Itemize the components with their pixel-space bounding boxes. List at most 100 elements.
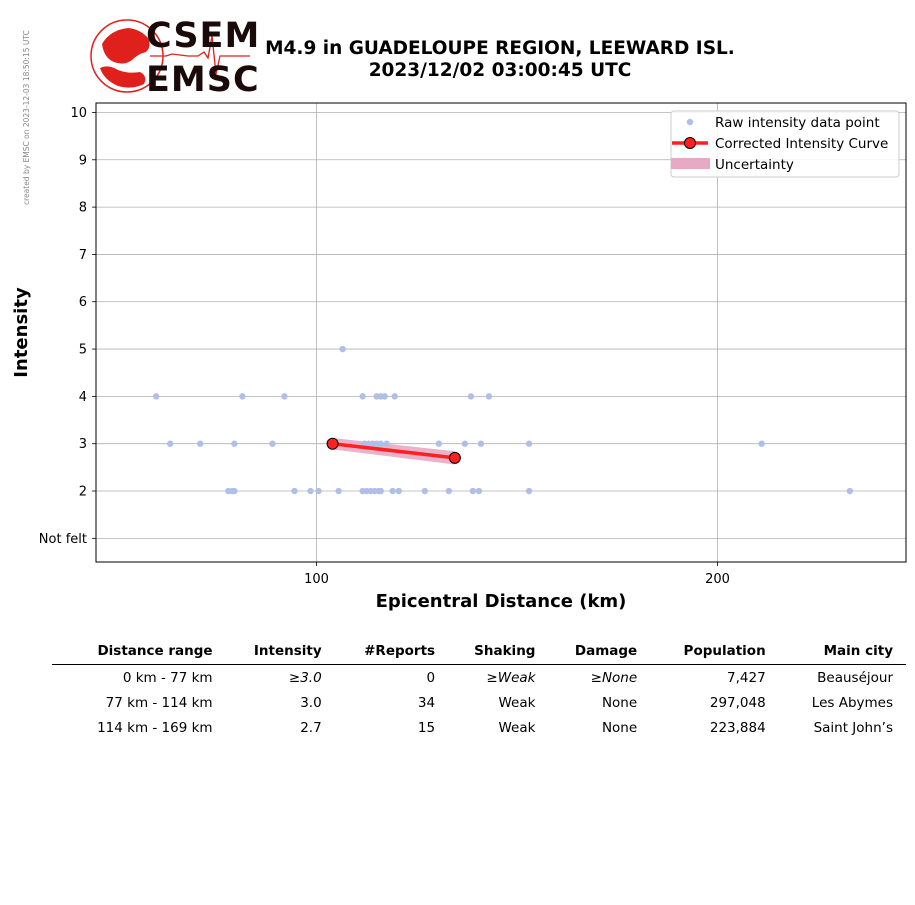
- raw-data-point: [475, 487, 483, 495]
- raw-data-point: [359, 393, 366, 400]
- raw-data-point: [291, 487, 298, 495]
- table-cell: ≥Weak: [486, 669, 536, 686]
- legend: Raw intensity data point Corrected Intens…: [670, 110, 900, 178]
- raw-data-point: [231, 440, 238, 447]
- raw-data-point: [525, 487, 533, 495]
- raw-data-point: [339, 345, 346, 353]
- table-cell: 297,048: [709, 694, 766, 711]
- raw-data-point: [758, 440, 765, 447]
- legend-uncertainty-swatch: [671, 158, 710, 169]
- table-header-cell: #Reports: [334, 640, 449, 665]
- raw-data-point: [377, 487, 384, 495]
- raw-data-point: [383, 440, 390, 447]
- ytick-label: Not felt: [39, 532, 87, 547]
- table-cell: Saint John’s: [813, 719, 893, 736]
- chart-title: M4.9 in GUADELOUPE REGION, LEEWARD ISL. …: [240, 38, 760, 82]
- x-axis-label: Epicentral Distance (km): [376, 591, 627, 612]
- raw-data-point: [389, 487, 396, 495]
- y-axis-label: Intensity: [11, 287, 32, 378]
- ytick-label: 10: [70, 106, 87, 121]
- xtick-label: 200: [705, 572, 730, 587]
- raw-data-point: [231, 487, 238, 495]
- raw-data-point: [467, 393, 475, 400]
- table-header-cell: Main city: [778, 640, 906, 665]
- table-header-cell: Distance range: [52, 640, 226, 665]
- ytick-label: 9: [79, 153, 87, 168]
- intensity-table: Distance range Intensity #Reports Shaking Da…: [52, 640, 906, 740]
- emsc-logo: CSEM EMSC: [88, 16, 259, 100]
- raw-data-point: [525, 440, 533, 447]
- legend-label: Raw intensity data point: [715, 115, 880, 131]
- table-cell: Beauséjour: [817, 669, 893, 686]
- legend-label: Uncertainty: [715, 157, 794, 173]
- raw-data-point: [846, 487, 854, 495]
- globe-icon: [90, 19, 250, 93]
- table-header-row: Distance range Intensity #Reports Shaking Da…: [52, 640, 906, 665]
- raw-data-point: [335, 487, 342, 495]
- raw-data-point: [445, 487, 453, 495]
- raw-data-point: [315, 487, 322, 495]
- raw-data-point: [166, 440, 174, 447]
- title-line-1: M4.9 in GUADELOUPE REGION, LEEWARD ISL.: [265, 38, 735, 59]
- table-header-cell: Shaking: [448, 640, 549, 665]
- logo-csem: CSEM: [146, 16, 261, 56]
- title-line-2: 2023/12/02 03:00:45 UTC: [368, 60, 632, 81]
- curve-point: [448, 451, 461, 464]
- raw-data-point: [281, 393, 288, 400]
- ytick-label: 4: [79, 390, 87, 405]
- table-cell: 114 km - 169 km: [97, 719, 213, 736]
- table-cell: None: [601, 694, 638, 711]
- table-row: 114 km - 169 km 2.7 15 Weak None 223,884 Saint…: [52, 715, 906, 740]
- legend-box: [670, 110, 900, 178]
- ytick-label: 6: [79, 295, 87, 310]
- table-cell: 2.7: [300, 719, 322, 736]
- raw-data-point: [477, 440, 485, 447]
- table-row: 0 km - 77 km ≥3.0 0 ≥Weak ≥None 7,427 Beauséjo…: [52, 665, 906, 691]
- table-cell: 3.0: [300, 694, 322, 711]
- table-cell: 15: [417, 719, 436, 736]
- curve-point: [326, 437, 339, 450]
- raw-data-point: [469, 487, 477, 495]
- raw-data-point: [239, 393, 246, 400]
- intensity-chart: Not felt 2 3 4 5 6 7 8 9 10 100 200 Epicentral Dista…: [11, 102, 907, 612]
- table-cell: 34: [417, 694, 436, 711]
- legend-label: Corrected Intensity Curve: [715, 136, 888, 152]
- raw-data-point: [435, 440, 443, 447]
- table-body: 0 km - 77 km ≥3.0 0 ≥Weak ≥None 7,427 Beauséjo…: [52, 665, 906, 741]
- ytick-label: 7: [79, 248, 87, 263]
- table-cell: ≥3.0: [288, 669, 322, 686]
- raw-data-point: [461, 440, 469, 447]
- raw-data-point: [269, 440, 276, 447]
- raw-points-group: [152, 345, 854, 495]
- ytick-label: 8: [79, 201, 87, 216]
- table-cell: 223,884: [709, 719, 766, 736]
- table-cell: ≥None: [590, 669, 638, 686]
- plot-frame: [95, 102, 907, 563]
- raw-data-point: [377, 440, 384, 447]
- table-header-cell: Population: [650, 640, 779, 665]
- raw-data-point: [395, 487, 402, 495]
- ytick-label: 3: [79, 437, 87, 452]
- table-header-cell: Intensity: [225, 640, 335, 665]
- raw-data-point: [485, 393, 493, 400]
- raw-data-point: [381, 393, 388, 400]
- curve-group: [326, 437, 461, 464]
- table-cell: Weak: [498, 719, 536, 736]
- table-cell: Les Abymes: [811, 694, 893, 711]
- raw-data-point: [421, 487, 429, 495]
- table-cell: 7,427: [727, 669, 766, 686]
- table-cell: 77 km - 114 km: [105, 694, 213, 711]
- axes: Not felt 2 3 4 5 6 7 8 9 10 100 200 Epicentral Dista…: [11, 102, 907, 612]
- table-cell: 0: [426, 669, 436, 686]
- raw-data-point: [391, 393, 398, 400]
- table-cell: None: [601, 719, 638, 736]
- ytick-label: 2: [79, 485, 87, 500]
- table-header-cell: Damage: [548, 640, 651, 665]
- table-cell: 0 km - 77 km: [122, 669, 213, 686]
- table-cell: Weak: [498, 694, 536, 711]
- raw-data-point: [197, 440, 204, 447]
- legend-curve-marker: [684, 137, 696, 149]
- ytick-label: 5: [79, 343, 87, 358]
- table-row: 77 km - 114 km 3.0 34 Weak None 297,048 Les Ab…: [52, 690, 906, 715]
- corrected-intensity-curve: [332, 441, 456, 460]
